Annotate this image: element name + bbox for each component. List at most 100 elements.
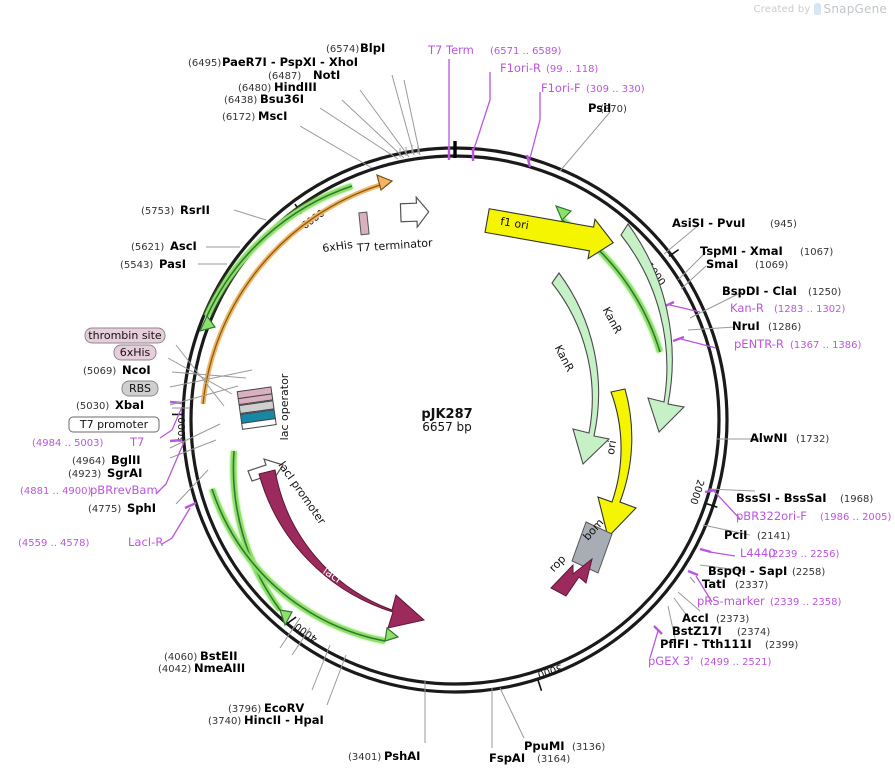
enz-name-blpi[interactable]: BlpI xyxy=(360,41,385,55)
enz-name-xbai[interactable]: XbaI xyxy=(115,398,144,412)
enz-name-bsu36i[interactable]: Bsu36I xyxy=(260,92,304,106)
feature-bom[interactable]: bom xyxy=(571,516,613,574)
plasmid-name: pJK287 xyxy=(421,407,472,422)
enz-name-bstz17i[interactable]: BstZ17I xyxy=(672,624,722,638)
enz-pos-5030: (5030) xyxy=(76,401,109,412)
enz-name-ecorv[interactable]: EcoRV xyxy=(264,701,304,715)
enz-pos-3796: (3796) xyxy=(228,704,261,715)
enz-name-smai[interactable]: SmaI xyxy=(706,257,738,271)
enz-pos-2374: (2374) xyxy=(737,627,770,638)
primer-lacir-name[interactable]: LacI-R xyxy=(128,535,163,549)
primer-pentrr-name[interactable]: pENTR-R xyxy=(734,337,784,351)
enz-name-noti[interactable]: NotI xyxy=(313,68,340,82)
enz-pos-2258: (2258) xyxy=(792,567,825,578)
tick-label-5000: 5000 xyxy=(177,417,188,442)
enz-pos-1067: (1067) xyxy=(800,247,833,258)
enz-name-acci[interactable]: AccI xyxy=(682,611,709,625)
f1-ori-label: f1 ori xyxy=(499,215,529,232)
enz-name-sphi[interactable]: SphI xyxy=(127,501,156,515)
enz-pos-4923: (4923) xyxy=(68,469,101,480)
enz-pos-6438: (6438) xyxy=(224,95,257,106)
primer-pgex3-range: (2499 .. 2521) xyxy=(700,657,772,668)
primer-pbr322orif-name[interactable]: pBR322ori-F xyxy=(736,509,807,523)
enz-pos-2373: (2373) xyxy=(716,614,749,625)
enz-name-tspmi[interactable]: TspMI - XmaI xyxy=(700,244,783,258)
enz-pos-4060: (4060) xyxy=(164,652,197,663)
primer-pgex3-name[interactable]: pGEX 3' xyxy=(648,654,694,668)
primer-pbr322orif-range: (1986 .. 2005) xyxy=(820,512,892,523)
enz-name-tati[interactable]: TatI xyxy=(702,577,726,591)
boxed-label-t7-promoter[interactable]: T7 promoter xyxy=(68,416,160,433)
primer-t7-name[interactable]: T7 xyxy=(129,435,144,449)
enz-name-paer7i[interactable]: PaeR7I - PspXI - XhoI xyxy=(222,55,358,69)
primer-l4440-name[interactable]: L4440 xyxy=(740,546,776,560)
enz-name-bglii[interactable]: BglII xyxy=(111,453,141,467)
boxed-label-rbs[interactable]: RBS xyxy=(121,380,159,397)
enz-name-bstei[interactable]: BstEII xyxy=(200,649,238,663)
feature-f1-ori[interactable]: f1 ori xyxy=(484,201,617,263)
enz-name-bspqi[interactable]: BspQI - SapI xyxy=(708,564,787,578)
enz-name-fspai[interactable]: FspAI xyxy=(489,751,525,765)
enz-name-bspdi[interactable]: BspDI - ClaI xyxy=(722,284,797,298)
primer-f1orif-range: (309 .. 330) xyxy=(586,84,645,95)
t7-terminator-label: T7 terminator xyxy=(356,236,434,254)
enz-name-msci[interactable]: MscI xyxy=(258,109,287,123)
enz-pos-6480: (6480) xyxy=(238,83,271,94)
watermark-brand: SnapGene xyxy=(823,2,887,16)
thrombin-site-label: thrombin site xyxy=(88,329,162,342)
enz-pos-1732: (1732) xyxy=(796,434,829,445)
enz-name-psii[interactable]: PsiI xyxy=(588,101,611,115)
feature-laci[interactable]: lacI xyxy=(258,469,426,629)
enz-name-sgrai[interactable]: SgrAI xyxy=(107,466,142,480)
enz-pos-1069: (1069) xyxy=(755,260,788,271)
enz-name-pflfi[interactable]: PflFI - Tth111I xyxy=(660,637,752,651)
boxed-label-6xhis[interactable]: 6xHis xyxy=(113,344,157,361)
kanr-2-label: KanR xyxy=(552,343,577,374)
enz-name-ppumi[interactable]: PpuMI xyxy=(524,739,565,753)
primer-f1orir-name[interactable]: F1ori-R xyxy=(500,61,541,75)
primer-pbrrevbam-name[interactable]: pBRrevBam xyxy=(90,483,158,497)
primer-kanr-name[interactable]: Kan-R xyxy=(730,301,764,315)
feature-ori[interactable]: ori xyxy=(597,388,637,539)
enz-name-alwni[interactable]: AlwNI xyxy=(750,431,787,445)
snapgene-watermark: Created by SnapGene xyxy=(754,2,888,16)
primer-f1orir-range: (99 .. 118) xyxy=(546,64,598,75)
primer-labels-left: (4984 .. 5003) T7 (4881 .. 4900) pBRrevB… xyxy=(18,406,191,549)
enz-pos-6574: (6574) xyxy=(326,44,359,55)
feature-t7-terminator[interactable]: T7 terminator xyxy=(356,195,434,255)
enz-pos-5753: (5753) xyxy=(141,206,174,217)
primer-prsmarker-name[interactable]: pRS-marker xyxy=(697,594,765,608)
enz-name-ncoi[interactable]: NcoI xyxy=(122,363,151,377)
primer-kanr-range: (1283 .. 1302) xyxy=(774,304,846,315)
enz-pos-3401: (3401) xyxy=(348,752,381,763)
enz-name-pshai[interactable]: PshAI xyxy=(384,749,420,763)
enz-name-pasi[interactable]: PasI xyxy=(159,257,186,271)
enz-name-pcii[interactable]: PciI xyxy=(724,528,747,542)
primer-t7term-name[interactable]: T7 Term xyxy=(427,43,474,57)
enz-name-nrui[interactable]: NruI xyxy=(732,319,760,333)
rbs-box-label: RBS xyxy=(129,382,151,395)
enz-name-asisi[interactable]: AsiSI - PvuI xyxy=(672,216,745,230)
enz-name-nmeaiii[interactable]: NmeAIII xyxy=(194,661,245,675)
enz-name-hincii[interactable]: HincII - HpaI xyxy=(244,713,324,727)
enz-name-bsssi[interactable]: BssSI - BssSaI xyxy=(736,491,827,505)
enz-pos-3164: (3164) xyxy=(537,754,570,765)
primer-labels-right: Kan-R (1283 .. 1302) pENTR-R (1367 .. 13… xyxy=(648,301,892,668)
feature-lac-operator-stack[interactable]: lac operator xyxy=(236,373,291,440)
6xhis-box-label: 6xHis xyxy=(120,346,151,359)
primer-arcs xyxy=(198,173,663,644)
feature-6xhis-inner[interactable]: 6xHis xyxy=(321,211,370,255)
enz-pos-945: (945) xyxy=(770,219,797,230)
enz-name-asci[interactable]: AscI xyxy=(170,239,197,253)
enz-pos-5069: (5069) xyxy=(83,366,116,377)
enz-name-hindiii[interactable]: HindIII xyxy=(274,80,317,94)
enz-pos-2337: (2337) xyxy=(735,580,768,591)
boxed-label-thrombin-site[interactable]: thrombin site xyxy=(84,327,166,344)
primer-f1orif-name[interactable]: F1ori-F xyxy=(541,81,581,95)
leaders-top-left xyxy=(299,74,421,169)
enz-name-rsrii[interactable]: RsrII xyxy=(180,203,210,217)
feature-kanr-2[interactable]: KanR xyxy=(551,272,611,466)
snapgene-logo-icon xyxy=(813,3,821,15)
boxed-labels-left: thrombin site 6xHis RBS T7 promoter xyxy=(68,327,166,433)
